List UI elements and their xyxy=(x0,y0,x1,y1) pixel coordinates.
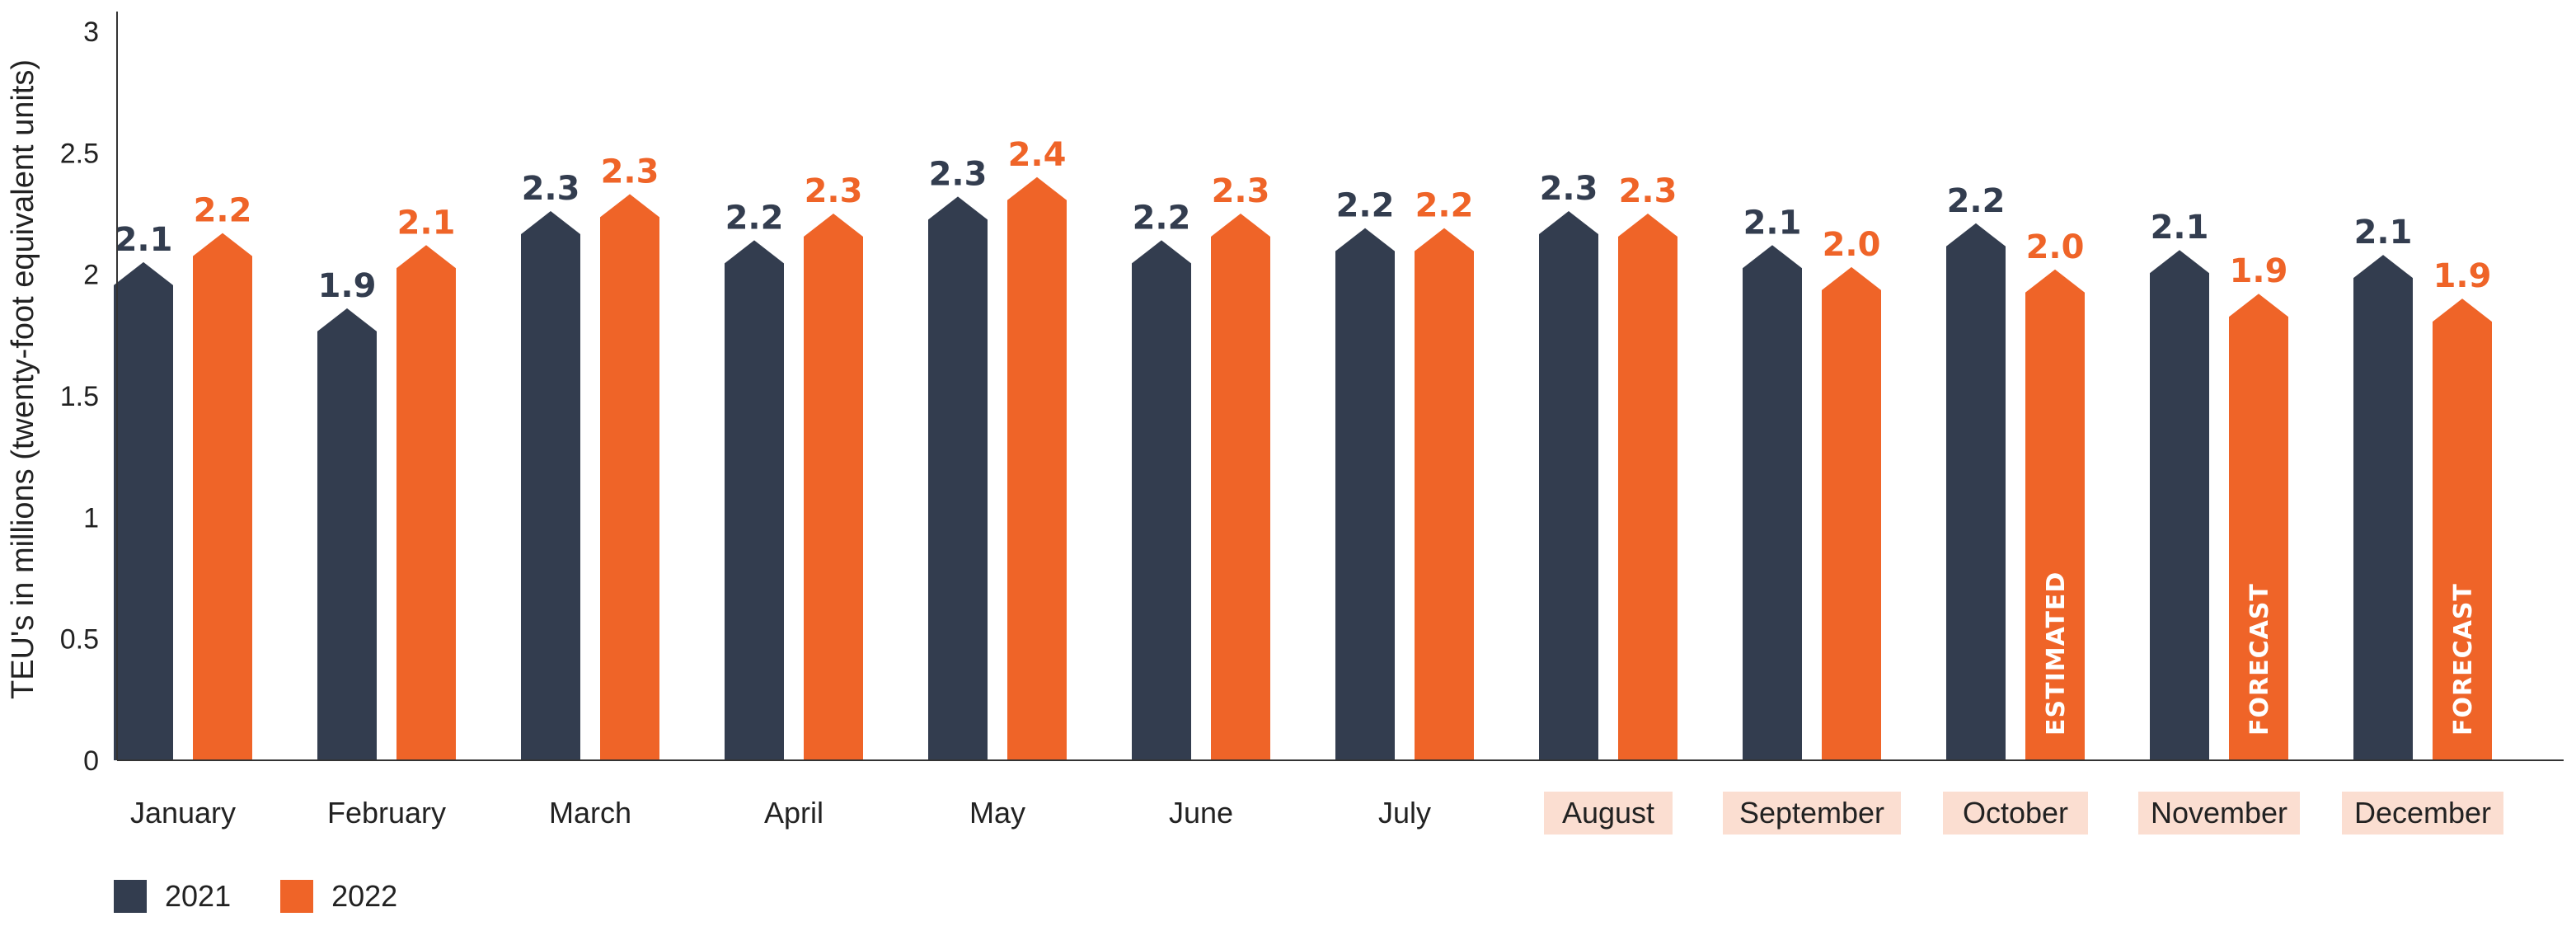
y-tick-label: 2.5 xyxy=(60,138,99,169)
data-label-2022-december: 1.9 xyxy=(2433,257,2492,295)
bar-note-december: FORECAST xyxy=(2449,583,2478,736)
highlight-august xyxy=(1544,792,1673,835)
x-tick-label-january: January xyxy=(130,796,236,830)
bar-2021-october xyxy=(1946,223,2006,761)
x-tick-label-october: October xyxy=(1963,796,2068,830)
bar-2022-february xyxy=(396,245,456,761)
x-tick-label-march: March xyxy=(549,796,631,830)
bar-2021-july xyxy=(1335,228,1395,760)
data-label-2021-july: 2.2 xyxy=(1336,187,1395,225)
bar-2021-january xyxy=(114,261,173,760)
bar-2021-november xyxy=(2150,250,2209,760)
data-label-2022-may: 2.4 xyxy=(1008,136,1067,174)
data-label-2022-september: 2.0 xyxy=(1823,226,1881,264)
x-tick-label-december: December xyxy=(2354,796,2491,830)
bar-note-october: ESTIMATED xyxy=(2042,571,2071,736)
bar-2022-july xyxy=(1415,228,1474,760)
bar-2022-june xyxy=(1211,214,1270,760)
legend-swatch-2022 xyxy=(280,880,314,913)
data-label-2021-may: 2.3 xyxy=(929,155,988,193)
bar-2021-march xyxy=(521,211,580,760)
legend-swatch-2021 xyxy=(114,880,147,913)
data-label-2022-july: 2.2 xyxy=(1415,187,1474,225)
data-label-2022-february: 2.1 xyxy=(397,204,456,242)
y-axis-ticks: 0 0.5 1 1.5 2 2.5 3 xyxy=(60,16,99,777)
y-tick-label: 0 xyxy=(83,745,99,777)
bar-2022-august xyxy=(1618,214,1677,760)
data-label-2021-january: 2.1 xyxy=(115,221,173,259)
data-label-2022-january: 2.2 xyxy=(194,192,252,230)
data-label-2022-october: 2.0 xyxy=(2026,228,2085,266)
y-tick-label: 2 xyxy=(83,260,99,291)
bar-2022-may xyxy=(1007,176,1067,761)
highlight-november xyxy=(2138,792,2300,835)
legend-label-2022: 2022 xyxy=(331,879,398,913)
y-tick-label: 1.5 xyxy=(60,381,99,412)
bar-2021-june xyxy=(1132,240,1191,760)
data-label-2021-november: 2.1 xyxy=(2151,209,2209,247)
data-label-2021-september: 2.1 xyxy=(1743,204,1802,242)
data-label-2022-march: 2.3 xyxy=(601,153,659,190)
x-tick-label-may: May xyxy=(969,796,1025,830)
x-tick-label-july: July xyxy=(1378,796,1431,830)
data-label-2021-august: 2.3 xyxy=(1540,170,1598,208)
bar-2021-august xyxy=(1539,211,1598,760)
bar-2021-december xyxy=(2353,255,2413,760)
legend-item-2021: 2021 xyxy=(114,879,231,914)
y-tick-label: 3 xyxy=(83,16,99,48)
bar-2022-november xyxy=(2229,294,2288,760)
x-tick-label-june: June xyxy=(1169,796,1233,830)
data-labels: 2.1 2.2 1.9 2.1 2.3 2.3 2.2 2.3 2.3 2.4 2.2 2.3 2.2 2… xyxy=(115,136,2492,736)
bar-2021-may xyxy=(928,196,988,760)
bar-note-november: FORECAST xyxy=(2245,583,2274,736)
bar-2021-february xyxy=(317,308,377,760)
data-label-2021-february: 1.9 xyxy=(318,267,377,305)
data-label-2021-june: 2.2 xyxy=(1133,199,1191,237)
data-label-2022-august: 2.3 xyxy=(1619,172,1677,210)
x-tick-label-april: April xyxy=(764,796,823,830)
bar-2022-september xyxy=(1822,266,1881,760)
data-label-2021-december: 2.1 xyxy=(2354,214,2413,252)
legend: 2021 2022 xyxy=(114,879,397,914)
data-label-2022-april: 2.3 xyxy=(805,172,863,210)
x-axis-month-labels: January February March April May June July Augu… xyxy=(130,796,2491,830)
x-tick-label-august: August xyxy=(1562,796,1654,830)
highlight-september xyxy=(1723,792,1901,835)
x-tick-label-february: February xyxy=(327,796,446,830)
bar-2022-january xyxy=(193,233,252,760)
legend-label-2021: 2021 xyxy=(165,879,232,913)
x-tick-label-september: September xyxy=(1739,796,1884,830)
highlight-december xyxy=(2342,792,2503,835)
data-label-2022-june: 2.3 xyxy=(1212,172,1270,210)
bar-2021-april xyxy=(725,240,784,760)
data-label-2021-april: 2.2 xyxy=(725,199,784,237)
bar-2022-october xyxy=(2025,269,2085,761)
bar-2022-march xyxy=(600,194,659,761)
y-tick-label: 1 xyxy=(83,502,99,534)
y-tick-label: 0.5 xyxy=(60,624,99,656)
legend-item-2022: 2022 xyxy=(280,879,397,914)
data-label-2021-october: 2.2 xyxy=(1947,182,2006,220)
x-tick-label-november: November xyxy=(2151,796,2287,830)
highlight-october xyxy=(1943,792,2088,835)
data-label-2022-november: 1.9 xyxy=(2230,252,2288,290)
y-axis-title: TEU's in millions (twenty-foot equivalen… xyxy=(6,59,40,699)
highlighted-month-backgrounds xyxy=(1544,792,2503,835)
bar-2021-september xyxy=(1743,245,1802,761)
bar-series xyxy=(114,176,2492,761)
data-label-2021-march: 2.3 xyxy=(522,170,580,208)
bar-2022-december xyxy=(2433,299,2492,761)
bar-2022-april xyxy=(804,214,863,760)
